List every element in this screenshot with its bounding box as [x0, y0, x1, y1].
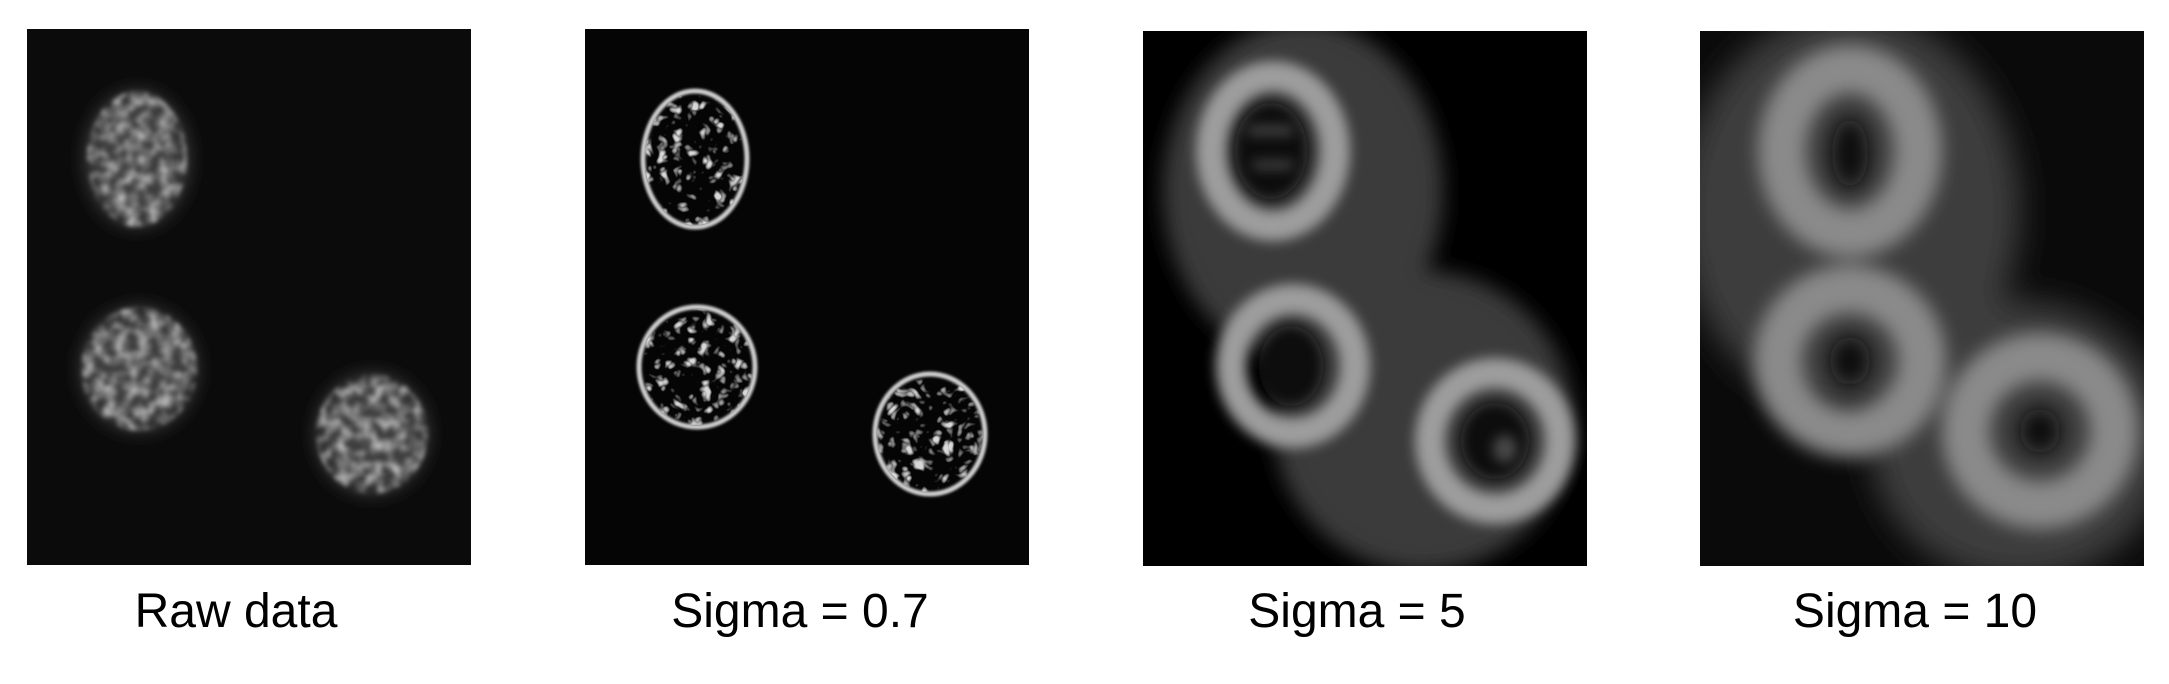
caption-sigma-0-7: Sigma = 0.7: [671, 585, 929, 638]
sigma-10-image: [1700, 31, 2144, 566]
caption-sigma-5: Sigma = 5: [1248, 585, 1466, 638]
caption-sigma-10: Sigma = 10: [1792, 585, 2038, 638]
sigma-0-7-image: [585, 29, 1029, 565]
caption-raw-data: Raw data: [134, 585, 338, 638]
raw-data-image: [27, 29, 471, 565]
sigma-5-image: [1143, 31, 1587, 566]
